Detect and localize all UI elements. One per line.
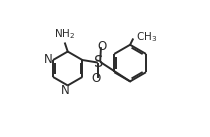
Text: CH$_3$: CH$_3$ [135, 30, 157, 44]
Text: NH$_2$: NH$_2$ [54, 28, 75, 41]
Text: N: N [61, 84, 70, 97]
Text: O: O [97, 40, 106, 53]
Text: N: N [44, 53, 53, 66]
Text: S: S [94, 55, 104, 70]
Text: O: O [91, 72, 100, 85]
